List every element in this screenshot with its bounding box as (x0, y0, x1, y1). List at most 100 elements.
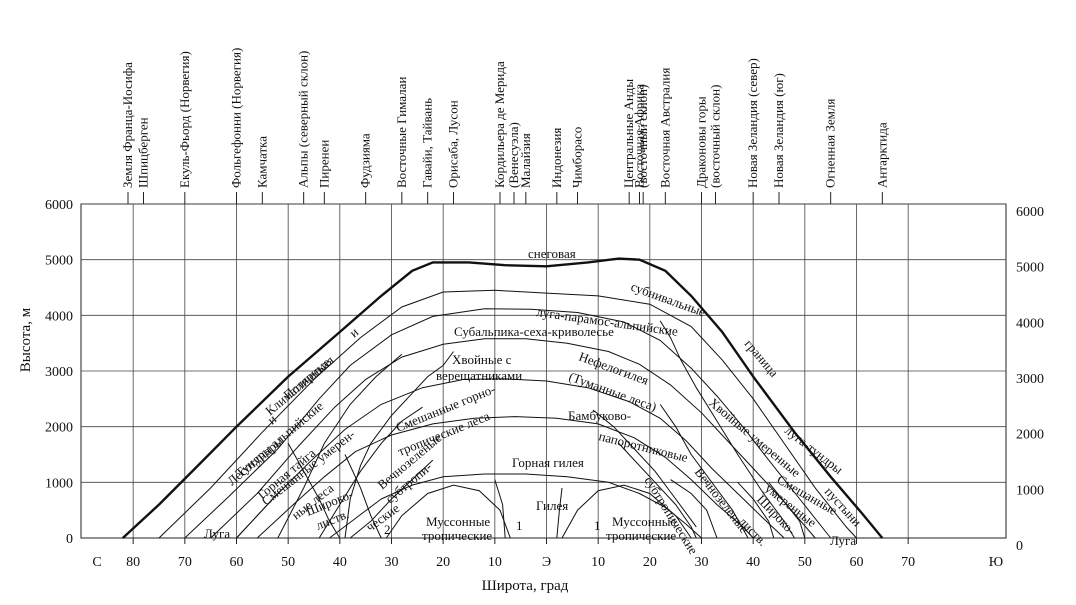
zone-line-subnival-lower (158, 289, 857, 539)
zone-label-conifer-heath-1: Хвойные с (452, 352, 512, 367)
location-label: Центральные Анды (621, 79, 636, 188)
y-tick-label-right: 6000 (1016, 205, 1044, 220)
zone-label-mountain-hylea: Горная гилея (512, 455, 584, 470)
x-tick-label: Э (542, 555, 551, 570)
location-label: Земля Франца-Иосифа (120, 62, 135, 188)
zone-line-monsoon-s (561, 484, 692, 539)
x-tick-label: 40 (333, 555, 347, 570)
zone-line-divider-s-2 (659, 404, 749, 539)
zone-line-divider-n-4 (236, 493, 279, 539)
zone-line-conifer-lower (236, 378, 785, 539)
zone-label-subalpine: Субальпика-сеха-криволесье (454, 324, 614, 339)
text-layer: 0 1000 2000 3000 4000 5000 6000 0 1000 2000 3000 40… (45, 48, 1044, 570)
series-layer (121, 257, 884, 539)
x-tick-label: 80 (126, 555, 140, 570)
location-label: Восточная Африка (632, 84, 647, 188)
zone-line-divider-s-5 (670, 479, 718, 539)
zone-line-divider-s-3 (618, 443, 697, 539)
zone-label-num-1b: 1 (594, 518, 601, 533)
zone-label-monsoon-n-2: тропические (422, 528, 492, 543)
zone-label-climatic: Климатическая (262, 352, 336, 418)
zone-line-divider-c-2 (556, 487, 563, 539)
y-tick-label-left: 1000 (45, 476, 73, 491)
location-label: (восточный склон) (708, 85, 723, 188)
location-label: Шпицберген (136, 117, 151, 188)
y-tick-label-left: 0 (66, 532, 73, 547)
zone-label-monsoon-s-1: Муссонные (612, 514, 676, 529)
x-tick-label: 70 (901, 555, 915, 570)
x-tick-label: 40 (746, 555, 760, 570)
zone-label-bamboo-2: папоротниковые (597, 428, 689, 465)
zone-line-alpine-lower (184, 308, 832, 539)
y-tick-label-left: 2000 (45, 421, 73, 436)
zone-label-monsoon-s-2: тропические (606, 528, 676, 543)
zone-label-conifer-heath-2: верещатниками (436, 368, 522, 383)
location-label: (Венесуэла) (506, 122, 521, 188)
x-axis-label: Широта, град (482, 578, 569, 594)
y-tick-label-right: 2000 (1016, 428, 1044, 443)
y-tick-label-left: 5000 (45, 254, 73, 269)
x-tick-label: 60 (230, 555, 244, 570)
y-tick-label-right: 4000 (1016, 316, 1044, 331)
zone-line-divider-s-6 (737, 481, 775, 539)
x-tick-label: Ю (989, 555, 1003, 570)
location-label: Фудзияма (358, 133, 373, 188)
x-tick-label: 20 (643, 555, 657, 570)
y-axis-label: Высота, м (18, 307, 34, 372)
location-label: Новая Зеландия (юг) (771, 73, 786, 188)
location-label: Альпы (северный склон) (296, 51, 311, 188)
grid-layer (80, 192, 1007, 544)
location-label: Восточные Гималаи (394, 77, 409, 188)
zone-line-snowline (121, 257, 884, 539)
zone-line-divider-s-4 (592, 409, 697, 528)
zone-label-snow: снеговая (528, 246, 576, 261)
location-label: Новая Зеландия (север) (745, 58, 760, 188)
location-label: Антарктида (874, 122, 889, 188)
zone-label-subnival: субнивальные (629, 279, 708, 320)
x-tick-label: 50 (798, 555, 812, 570)
x-tick-label: 20 (436, 555, 450, 570)
y-tick-label-right: 1000 (1016, 483, 1044, 498)
location-label: Екуль-Фьорд (Норвегия) (177, 51, 192, 188)
x-tick-label: 70 (178, 555, 192, 570)
zone-line-divider-n-6 (344, 454, 382, 539)
location-label: Кордильера де Мерида (492, 61, 507, 188)
y-tick-label-right: 3000 (1016, 372, 1044, 387)
location-label: Огненная Земля (823, 99, 838, 188)
y-tick-label-right: 5000 (1016, 261, 1044, 276)
zone-label-num-1a: 1 (516, 518, 523, 533)
zone-line-divider-s-1 (659, 320, 795, 539)
x-tick-label: 50 (281, 555, 295, 570)
y-tick-label-right: 0 (1016, 539, 1023, 554)
location-label: (восточный склон) (635, 85, 650, 188)
zone-label-evergreen-n-3: ческие (363, 500, 402, 534)
zone-line-mixed-lower (256, 416, 754, 539)
zone-line-divider-s-7 (768, 481, 806, 539)
y-tick-label-left: 3000 (45, 365, 73, 380)
x-tick-label: 10 (591, 555, 605, 570)
zone-label-num-2: 2 (384, 522, 391, 537)
zone-label-and2: и (346, 324, 361, 340)
zone-line-divider-n-5 (287, 443, 341, 539)
location-label: Драконовы горы (694, 96, 709, 188)
x-tick-label: С (92, 555, 101, 570)
x-tick-label: 30 (695, 555, 709, 570)
location-label: Пиренеи (316, 140, 331, 188)
x-tick-label: 30 (385, 555, 399, 570)
y-tick-label-left: 4000 (45, 309, 73, 324)
zone-label-meadows-n: Луга (204, 526, 230, 541)
zone-label-evergreen-s: Вечнозеленые (692, 465, 752, 536)
location-label: Чимборасо (570, 127, 585, 188)
y-tick-label-left: 6000 (45, 198, 73, 213)
zone-label-monsoon-n-1: Муссонные (426, 514, 490, 529)
zone-label-hylea: Гилея (536, 498, 568, 513)
zone-line-monsoon-n (385, 484, 511, 539)
location-label: Камчатка (254, 136, 269, 188)
zone-label-bamboo-1: Бамбуково- (568, 408, 631, 423)
zone-line-divider-n-2 (318, 406, 423, 539)
location-label: Фольгефонни (Норвегия) (229, 48, 244, 188)
location-label: Гавайи, Тайвань (420, 98, 435, 188)
x-tick-label: 10 (488, 555, 502, 570)
location-label: Восточная Австралия (657, 68, 672, 188)
